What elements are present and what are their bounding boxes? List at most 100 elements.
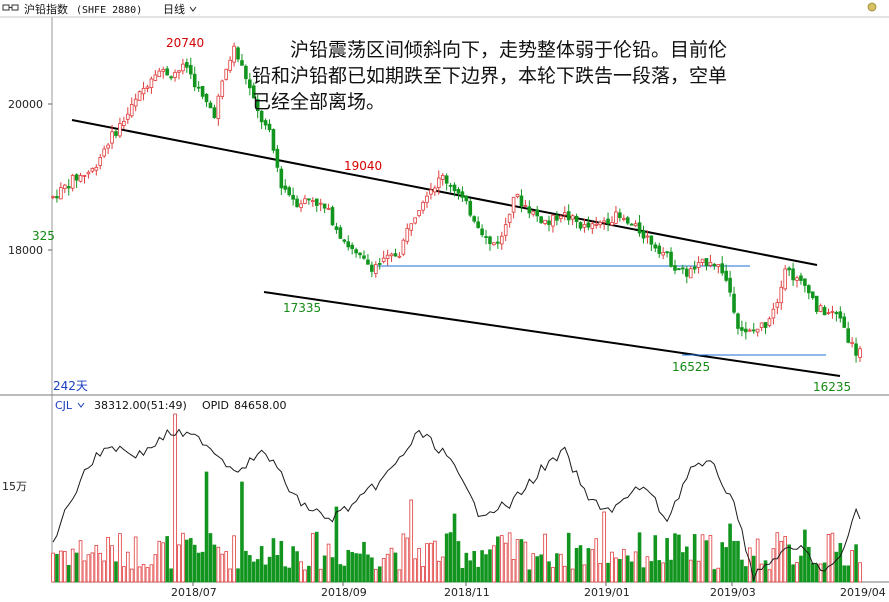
volume-bar — [82, 560, 87, 583]
volume-bar — [767, 569, 772, 583]
candle-body — [850, 341, 854, 344]
volume-bar — [594, 538, 599, 583]
volume-bar — [503, 542, 508, 583]
candle-body — [578, 222, 583, 229]
candle-body — [66, 186, 71, 189]
candle-body — [539, 216, 543, 223]
volume-bar — [279, 540, 284, 583]
candle-body — [279, 168, 284, 189]
volume-bar — [834, 551, 839, 583]
candle-body — [645, 235, 650, 238]
candle-body — [263, 120, 268, 126]
candle-body — [649, 235, 654, 245]
volume-bar — [90, 552, 95, 583]
volume-bar — [747, 547, 752, 583]
candle-body — [814, 295, 819, 312]
volume-bar — [456, 541, 461, 583]
volume-bar — [606, 562, 610, 583]
volume-bar — [188, 538, 193, 583]
opid-label: OPID — [202, 399, 229, 412]
candle-body — [582, 224, 587, 228]
candle-body — [598, 221, 602, 226]
candle-body — [629, 223, 634, 226]
volume-bar — [389, 547, 394, 583]
candle-body — [822, 306, 827, 316]
candle-body — [716, 264, 721, 267]
candle-body — [381, 257, 386, 262]
period-selector[interactable]: 日线 — [163, 2, 185, 16]
volume-bar — [224, 551, 229, 583]
volume-bar — [346, 549, 351, 583]
volume-bar — [185, 539, 189, 583]
volume-bar — [854, 544, 858, 583]
volume-bar — [59, 550, 63, 583]
volume-bar — [472, 551, 477, 583]
indicator-selector[interactable]: CJL — [55, 399, 73, 412]
volume-bar — [248, 555, 252, 583]
volume-bar — [362, 541, 366, 583]
volume-bar — [55, 553, 59, 583]
volume-bar — [452, 513, 457, 583]
volume-bar — [681, 552, 685, 583]
volume-bar — [299, 561, 303, 583]
candle-body — [527, 206, 532, 214]
volume-bar — [94, 545, 99, 583]
volume-bar — [484, 554, 488, 583]
x-tick-label: 2018/11 — [444, 586, 490, 599]
settings-icon[interactable] — [867, 2, 877, 12]
volume-bar — [519, 539, 524, 583]
volume-bar — [582, 564, 587, 583]
volume-bar — [562, 565, 567, 583]
candle-body — [98, 157, 103, 166]
volume-bar — [161, 542, 166, 583]
volume-bar — [149, 564, 154, 583]
candle-body — [287, 187, 291, 196]
volume-bar — [476, 566, 480, 583]
volume-bar — [480, 550, 484, 583]
candle-body — [791, 268, 795, 281]
volume-bar — [708, 535, 713, 583]
candle-body — [322, 203, 327, 209]
candle-body — [472, 216, 477, 222]
volume-bar — [102, 560, 106, 583]
candle-body — [51, 196, 55, 198]
volume-bar — [425, 543, 429, 583]
volume-bar — [106, 536, 110, 583]
volume-bar — [295, 551, 299, 583]
volume-bar — [208, 533, 213, 583]
candle-body — [405, 228, 410, 242]
indicator-toggle-icon[interactable] — [2, 4, 19, 11]
period-dropdown-icon[interactable] — [189, 6, 197, 12]
candle-body — [122, 121, 126, 127]
candle-body — [389, 253, 394, 257]
candle-body — [366, 259, 370, 265]
volume-bar — [810, 562, 815, 583]
candle-body — [232, 45, 236, 63]
candle-body — [196, 86, 201, 89]
candle-body — [102, 148, 106, 157]
volume-bar — [858, 562, 862, 583]
indicator-dropdown-icon[interactable] — [77, 402, 85, 408]
volume-bar — [322, 555, 327, 583]
volume-bar — [110, 545, 114, 583]
candle-body — [858, 348, 862, 358]
volume-bar — [86, 554, 91, 583]
candle-body — [255, 99, 260, 112]
low-marker-label: 17335 — [283, 301, 321, 315]
candle-body — [452, 184, 457, 192]
volume-bar — [842, 565, 847, 583]
instrument-name: 沪铅指数 — [24, 2, 68, 16]
candle-body — [82, 175, 87, 177]
volume-y-tick-label: 15万 — [2, 480, 27, 493]
volume-bar — [622, 548, 626, 583]
volume-bars — [51, 413, 862, 583]
volume-bar — [303, 569, 307, 583]
candle-body — [708, 262, 713, 266]
candle-body — [555, 215, 559, 221]
candle-body — [318, 202, 323, 205]
candle-body — [688, 268, 693, 279]
candle-body — [334, 226, 339, 230]
volume-bar — [338, 564, 343, 583]
volume-bar — [436, 560, 441, 583]
candle-body — [63, 184, 67, 190]
